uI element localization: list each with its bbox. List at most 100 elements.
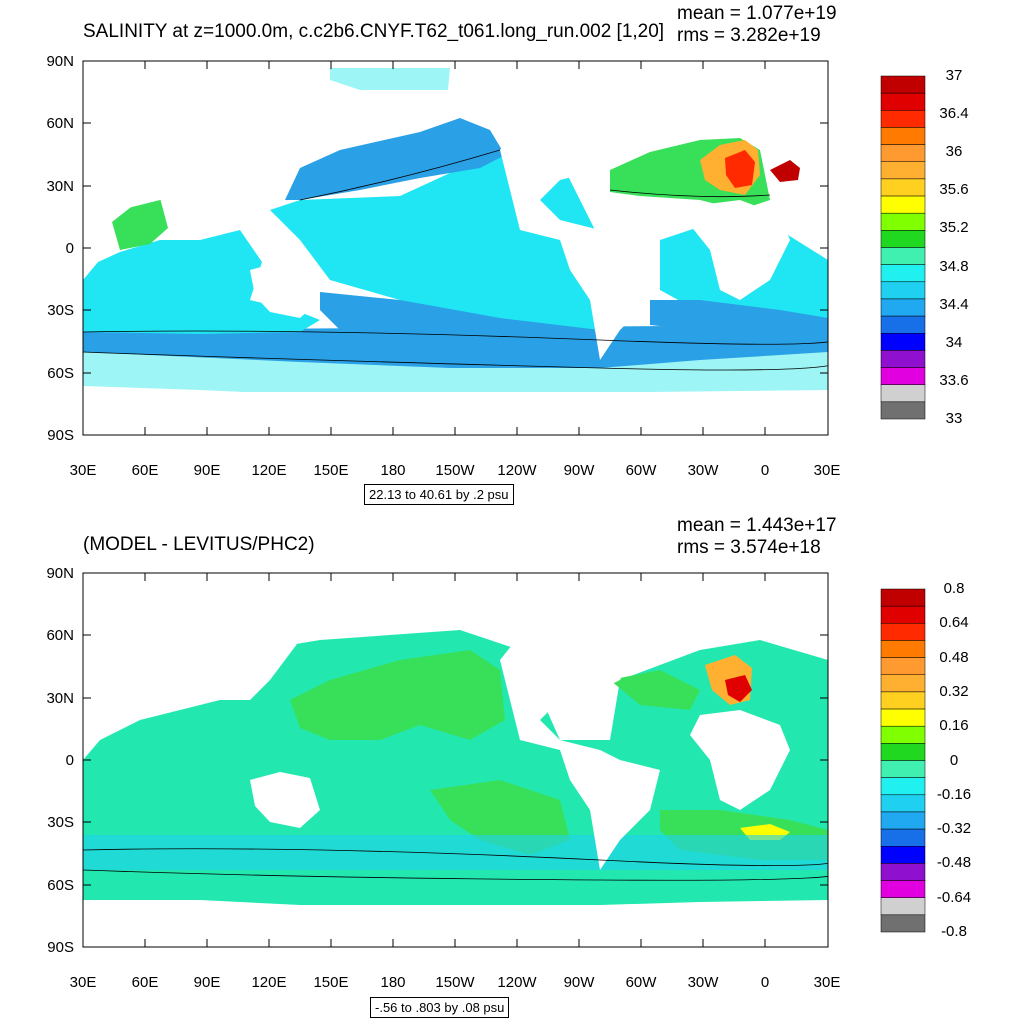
panel1-x-label: 150E <box>313 462 349 479</box>
panel1-x-label: 180 <box>380 462 406 479</box>
panel1-colorbar-swatch <box>880 110 926 128</box>
panel1-mean: mean = 1.077e+19 <box>677 3 837 24</box>
panel2-x-label: 60E <box>131 974 159 991</box>
panel2-colorbar-swatch <box>880 777 926 796</box>
panel1-arabian-sea <box>112 198 168 250</box>
panel2-colorbar-label: 0.16 <box>939 717 969 735</box>
panel1-south-pacific <box>320 292 612 362</box>
panel2-colorbar-swatch <box>880 725 926 744</box>
panel2-x-label: 90W <box>563 974 595 991</box>
panel2-x-label: 60W <box>625 974 657 991</box>
panel2-mean: mean = 1.443e+17 <box>677 515 837 536</box>
panel1-colorbar-swatch <box>880 281 926 300</box>
panel2-x-label: 150W <box>435 974 475 991</box>
panel1-colorbar-swatch <box>880 92 926 111</box>
panel2-colorbar-swatch <box>880 708 926 727</box>
panel2-y-label: 30N <box>46 690 74 707</box>
panel2-y-label: 60N <box>46 627 74 644</box>
panel1-eurasia <box>83 61 330 230</box>
panel1-colorbar-swatch <box>880 247 926 265</box>
panel2-med-core <box>725 675 752 702</box>
panel2-y-label: 60S <box>47 877 74 894</box>
panel1-australia <box>250 262 320 318</box>
panel1-x-label: 90W <box>563 462 595 479</box>
panel2-colorbar-swatch <box>880 674 926 693</box>
panel2-colorbar-swatch <box>880 863 926 881</box>
panel2-americas <box>500 573 828 870</box>
panel1-x-label: 60E <box>131 462 159 479</box>
panel1-x-label: 90E <box>193 462 221 479</box>
panel1-colorbar-swatch <box>880 350 926 368</box>
panel1-antarctica <box>83 392 828 435</box>
panel2-colorbar <box>880 588 926 933</box>
panel1-colorbar-swatch <box>880 384 926 403</box>
panel2-x-label: 150E <box>313 974 349 991</box>
panel1-colorbar-label: 35.2 <box>939 219 969 237</box>
panel1-med-core <box>725 150 755 188</box>
panel1-med-sea <box>770 160 800 182</box>
panel2-colorbar-swatch <box>880 640 926 658</box>
panel2-colorbar-swatch <box>880 760 926 778</box>
panel1-x-label: 30E <box>69 462 97 479</box>
panel2-colorbar-label: -0.64 <box>936 888 972 906</box>
panel2-colorbar-swatch <box>880 846 926 864</box>
panel1-y-label: 0 <box>65 240 74 257</box>
panel1-north-pacific <box>285 118 505 200</box>
panel2-australia <box>250 772 320 828</box>
panel2-y-label: 90S <box>47 939 74 956</box>
panel2-contour-note: -.56 to .803 by .08 psu <box>370 997 510 1018</box>
panel2-x-label: 120W <box>497 974 537 991</box>
panel1-indian-ocean <box>83 230 320 334</box>
panel1-colorbar-swatch <box>880 161 926 180</box>
panel1-x-label: 150W <box>435 462 475 479</box>
panel1-americas <box>500 61 828 360</box>
panel1-colorbar-label: 37 <box>945 67 963 84</box>
panel1-colorbar-swatch <box>880 75 926 94</box>
panel1-colorbar-swatch <box>880 178 926 197</box>
panel1-x-label: 60W <box>625 462 657 479</box>
panel2-colorbar-swatch <box>880 623 926 641</box>
panel1-colorbar-swatch <box>880 333 926 351</box>
panel2-rms: rms = 3.574e+18 <box>677 537 821 558</box>
panel1-south-atlantic-blue <box>650 300 828 330</box>
panel2-colorbar-swatch <box>880 691 926 710</box>
panel2-colorbar-label: -0.8 <box>941 923 967 940</box>
panel1-colorbar-swatch <box>880 230 926 248</box>
panel2-x-label: 0 <box>760 974 770 991</box>
panel1-y-label: 30S <box>47 302 74 319</box>
panel1-colorbar-label: 34.8 <box>939 257 969 275</box>
panel1-y-label: 90N <box>46 53 74 70</box>
panel1-x-label: 30W <box>687 462 719 479</box>
panel2-x-label: 30E <box>813 974 841 991</box>
panel2-x-label: 90E <box>193 974 221 991</box>
panel2-colorbar-swatch <box>880 605 926 624</box>
panel1-colorbar-label: 36.4 <box>939 105 969 123</box>
panel2-x-label: 180 <box>380 974 406 991</box>
panel2-y-label: 90N <box>46 565 74 582</box>
panel2-title: (MODEL - LEVITUS/PHC2) <box>83 534 315 555</box>
panel1-colorbar-swatch <box>880 298 926 317</box>
panel1-colorbar-swatch <box>880 315 926 334</box>
panel1-colorbar-label: 35.6 <box>939 181 969 199</box>
panel1-africa <box>690 200 790 300</box>
panel1-x-label: 120E <box>251 462 287 479</box>
panel2-map <box>82 572 829 948</box>
panel2-y-label: 30S <box>47 814 74 831</box>
panel1-y-label: 90S <box>47 427 74 444</box>
panel2-y-label: 0 <box>65 752 74 769</box>
panel2-antarctica <box>83 905 828 947</box>
panel1-colorbar-label: 34 <box>945 333 963 351</box>
panel1-colorbar-swatch <box>880 195 926 214</box>
panel2-colorbar-swatch <box>880 657 926 675</box>
panel1-colorbar-label: 33.6 <box>939 371 969 389</box>
panel1-rms: rms = 3.282e+19 <box>677 25 821 46</box>
panel1-colorbar-swatch <box>880 127 926 145</box>
panel1-colorbar-swatch <box>880 264 926 283</box>
panel1-colorbar-label: 36 <box>945 143 963 161</box>
panel2-colorbar-label: 0.8 <box>943 580 965 597</box>
panel2-x-label: 30E <box>69 974 97 991</box>
panel1-colorbar-swatch <box>880 401 926 420</box>
panel1-colorbar <box>880 75 926 420</box>
panel1-arctic <box>330 68 450 90</box>
panel2-x-label: 30W <box>687 974 719 991</box>
